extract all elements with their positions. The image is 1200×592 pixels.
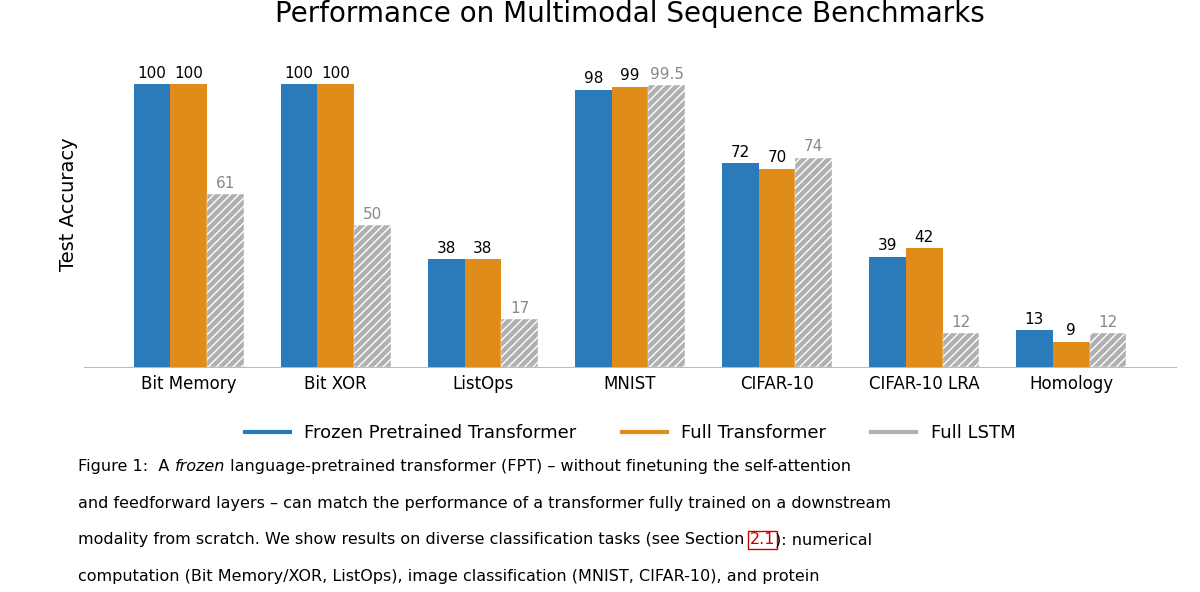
Text: modality from scratch. We show results on diverse classification tasks (see Sect: modality from scratch. We show results o… xyxy=(78,532,750,547)
Bar xyxy=(1090,333,1127,367)
Bar xyxy=(796,157,833,367)
Y-axis label: Test Accuracy: Test Accuracy xyxy=(60,137,78,271)
Text: 72: 72 xyxy=(731,145,750,160)
Bar xyxy=(942,333,979,367)
Text: computation (Bit Memory/XOR, ListOps), image classification (MNIST, CIFAR-10), a: computation (Bit Memory/XOR, ListOps), i… xyxy=(78,569,820,584)
Text: 38: 38 xyxy=(473,241,493,256)
Text: 12: 12 xyxy=(952,315,971,330)
Bar xyxy=(758,169,796,367)
Bar xyxy=(648,85,685,367)
Text: 99.5: 99.5 xyxy=(649,67,684,82)
Text: 74: 74 xyxy=(804,139,823,154)
Text: 2.1: 2.1 xyxy=(750,532,775,547)
Text: frozen: frozen xyxy=(174,459,224,474)
Text: 39: 39 xyxy=(877,238,898,253)
Text: Figure 1:  A: Figure 1: A xyxy=(78,459,174,474)
Text: 13: 13 xyxy=(1025,312,1044,327)
Bar xyxy=(281,84,318,367)
Bar xyxy=(869,256,906,367)
Bar xyxy=(575,89,612,367)
Bar xyxy=(427,259,464,367)
Text: 61: 61 xyxy=(216,176,235,191)
Bar xyxy=(208,194,244,367)
Bar xyxy=(1052,342,1090,367)
Text: 9: 9 xyxy=(1067,323,1076,338)
Text: and feedforward layers – can match the performance of a transformer fully traine: and feedforward layers – can match the p… xyxy=(78,496,890,510)
Text: 12: 12 xyxy=(1098,315,1117,330)
Bar xyxy=(318,84,354,367)
Text: 99: 99 xyxy=(620,68,640,83)
Bar xyxy=(612,87,648,367)
Text: 100: 100 xyxy=(138,66,167,81)
Bar xyxy=(133,84,170,367)
Text: ): numerical: ): numerical xyxy=(775,532,872,547)
Bar xyxy=(722,163,758,367)
Text: 50: 50 xyxy=(364,207,383,222)
Bar xyxy=(1016,330,1052,367)
Bar xyxy=(502,319,538,367)
Bar xyxy=(464,259,502,367)
Bar xyxy=(170,84,208,367)
Text: 70: 70 xyxy=(768,150,787,165)
Text: 100: 100 xyxy=(174,66,203,81)
Bar xyxy=(906,248,942,367)
Text: 100: 100 xyxy=(322,66,350,81)
Text: language-pretrained transformer (FPT) – without finetuning the self-attention: language-pretrained transformer (FPT) – … xyxy=(224,459,851,474)
Text: 98: 98 xyxy=(583,71,602,86)
Text: 100: 100 xyxy=(284,66,313,81)
Bar xyxy=(354,226,391,367)
Text: 17: 17 xyxy=(510,301,529,316)
Title: Performance on Multimodal Sequence Benchmarks: Performance on Multimodal Sequence Bench… xyxy=(275,0,985,28)
Text: 42: 42 xyxy=(914,230,934,244)
Text: 38: 38 xyxy=(437,241,456,256)
Legend: Frozen Pretrained Transformer, Full Transformer, Full LSTM: Frozen Pretrained Transformer, Full Tran… xyxy=(238,417,1022,449)
